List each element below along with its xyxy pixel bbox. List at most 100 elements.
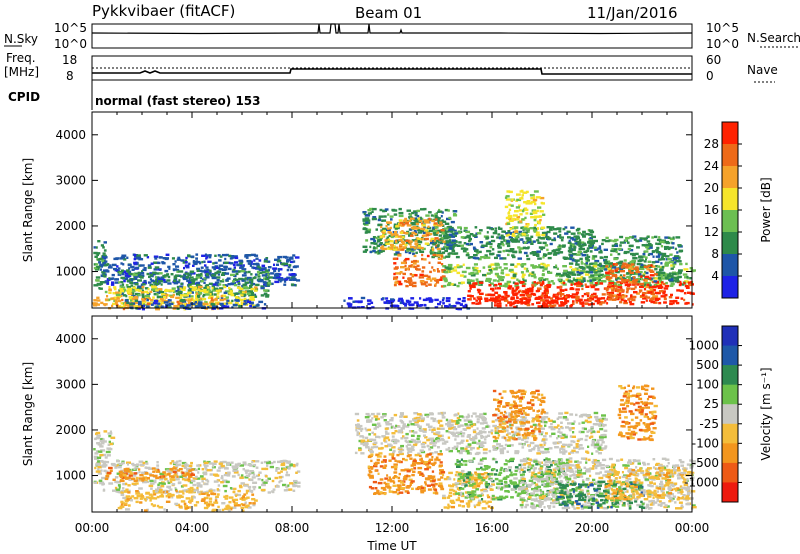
velocity-cell <box>573 446 578 450</box>
power-cell <box>640 274 645 277</box>
power-cell <box>657 258 662 261</box>
power-cell <box>135 266 140 270</box>
power-cell <box>224 257 227 261</box>
velocity-cell <box>271 479 275 483</box>
power-cell <box>279 280 282 283</box>
velocity-cell <box>244 501 247 504</box>
velocity-cell <box>154 467 160 470</box>
power-cell <box>277 255 282 259</box>
velocity-cell <box>393 413 398 417</box>
power-cell <box>265 271 270 274</box>
power-cell <box>425 284 428 287</box>
power-cell <box>203 277 208 280</box>
velocity-cell <box>105 476 110 479</box>
velocity-cell <box>432 419 436 423</box>
power-cell <box>559 244 563 248</box>
velocity-cell <box>423 434 426 437</box>
power-cell <box>574 242 579 245</box>
power-cell <box>442 256 446 259</box>
power-cell <box>437 261 442 264</box>
power-cell <box>428 261 431 264</box>
power-cell <box>589 295 594 298</box>
power-cell <box>398 207 402 211</box>
power-cell <box>622 262 627 265</box>
power-cell <box>503 299 509 302</box>
velocity-cell <box>173 461 178 464</box>
power-cell <box>571 293 577 296</box>
power-cell <box>622 294 627 298</box>
velocity-cell <box>138 487 143 490</box>
power-cell <box>539 279 543 282</box>
power-cell <box>610 287 614 290</box>
power-cell <box>665 255 670 258</box>
power-cell <box>104 260 108 263</box>
power-cell <box>497 287 501 290</box>
velocity-cell <box>105 460 110 464</box>
velocity-cell <box>149 482 155 485</box>
power-cell <box>250 253 256 257</box>
power-cell <box>141 270 144 273</box>
power-cell <box>368 228 372 231</box>
power-cell <box>400 231 404 235</box>
velocity-cell <box>119 479 125 483</box>
power-cell <box>671 242 675 245</box>
velocity-cell <box>94 457 99 460</box>
power-cell <box>172 290 175 294</box>
power-cell <box>139 264 145 267</box>
power-cell <box>523 297 528 300</box>
velocity-cell <box>222 480 226 483</box>
power-cell <box>594 283 598 287</box>
power-cell <box>532 273 536 276</box>
power-cell <box>510 270 515 274</box>
power-cell <box>421 283 426 286</box>
power-cell <box>268 280 271 283</box>
power-cell <box>265 257 269 260</box>
power-cell <box>634 272 638 276</box>
power-cell <box>367 212 371 215</box>
power-cell <box>258 300 264 304</box>
power-cell <box>570 232 576 235</box>
power-cell <box>119 285 123 288</box>
power-cell <box>508 285 513 288</box>
power-cell <box>619 301 623 304</box>
power-cell <box>262 281 267 284</box>
power-ytick-label: 2000 <box>55 219 86 233</box>
power-cell <box>536 250 541 253</box>
power-cell <box>404 220 409 223</box>
velocity-cell <box>400 444 404 448</box>
power-cell <box>558 230 562 233</box>
power-cell <box>515 218 520 221</box>
power-cell <box>408 219 412 223</box>
velocity-cell <box>139 501 143 504</box>
velocity-cell <box>214 499 218 502</box>
power-cell <box>568 239 571 243</box>
velocity-cell <box>170 494 173 498</box>
power-cell <box>126 269 129 273</box>
power-cell <box>584 273 590 276</box>
power-cell <box>224 272 230 275</box>
power-cell <box>394 226 400 230</box>
power-cell <box>266 284 270 287</box>
velocity-cell <box>558 412 564 415</box>
velocity-cell <box>396 425 401 428</box>
velocity-cell <box>118 462 124 466</box>
power-cell <box>560 236 564 239</box>
power-cell <box>477 270 481 273</box>
power-cell <box>110 283 115 286</box>
power-cell <box>224 290 230 293</box>
velocity-cell <box>167 496 171 499</box>
power-cell <box>437 217 441 220</box>
power-cell <box>183 266 186 270</box>
velocity-cell <box>161 476 164 479</box>
power-cell <box>172 263 176 266</box>
velocity-cell <box>188 469 192 472</box>
power-cell <box>515 206 520 209</box>
power-cell <box>619 288 624 291</box>
velocity-cell <box>116 472 121 475</box>
power-cell <box>462 305 467 308</box>
power-cell <box>93 263 97 266</box>
power-cell <box>216 276 221 279</box>
power-cell <box>258 268 264 272</box>
velocity-cell <box>108 482 114 485</box>
velocity-cell <box>231 498 236 502</box>
